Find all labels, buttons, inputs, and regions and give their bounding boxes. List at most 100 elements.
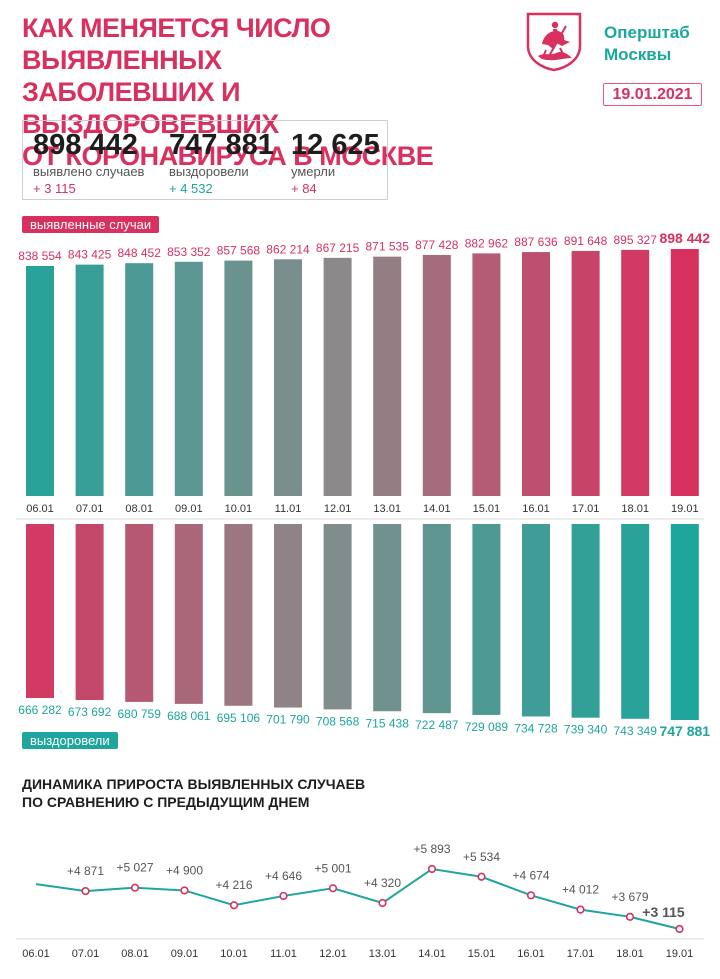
stat-recovered-value: 747 881: [169, 129, 274, 161]
recovered-value-label: 688 061: [167, 709, 211, 723]
brand-line-1: Оперштаб: [604, 23, 690, 42]
cases-date-label: 11.01: [275, 503, 302, 515]
cases-date-label: 18.01: [621, 503, 649, 515]
cases-date-label: 14.01: [423, 503, 451, 515]
growth-value-label: +4 012: [562, 883, 599, 897]
title-line-1: КАК МЕНЯЕТСЯ ЧИСЛО ВЫЯВЛЕННЫХ: [22, 13, 331, 75]
moscow-coat-of-arms-icon: [526, 12, 582, 72]
growth-value-label: +4 871: [67, 864, 104, 878]
cases-bar: [75, 264, 104, 496]
cases-bar: [26, 266, 54, 496]
cases-bar: [274, 259, 302, 496]
cases-value-label: 843 425: [68, 248, 112, 262]
growth-date-label: 13.01: [369, 948, 397, 960]
recovered-bar: [373, 524, 402, 712]
cases-bar: [373, 256, 402, 496]
growth-point: [477, 872, 486, 881]
cases-value-label: 857 568: [217, 244, 261, 258]
cases-value-label: 882 962: [465, 236, 509, 250]
cases-bar: [621, 249, 650, 496]
growth-value-label: +4 216: [215, 878, 252, 892]
recovered-value-label: 739 340: [564, 723, 608, 737]
cases-date-label: 10.01: [225, 503, 253, 515]
cases-date-label: 12.01: [324, 503, 352, 515]
stat-cases-delta: + 3 115: [33, 181, 76, 196]
recovered-bar: [571, 524, 600, 718]
recovered-chart-label: выздоровели: [22, 732, 118, 749]
growth-value-label: +4 646: [265, 869, 302, 883]
recovered-bar: [472, 524, 501, 715]
recovered-value-label: 722 487: [415, 718, 459, 732]
brand-name: Оперштаб Москвы: [604, 22, 690, 66]
growth-point: [427, 864, 437, 874]
cases-date-label: 07.01: [76, 503, 104, 515]
stat-cases: 898 442 выявлено случаев + 3 115: [33, 129, 144, 196]
cases-value-label: 848 452: [118, 246, 162, 260]
cases-value-label: 838 554: [18, 249, 62, 263]
cases-date-label: 16.01: [522, 503, 550, 515]
growth-date-label: 11.01: [270, 948, 297, 960]
growth-title-line-2: ПО СРАВНЕНИЮ С ПРЕДЫДУЩИМ ДНЕМ: [22, 794, 310, 810]
stat-deaths-value: 12 625: [291, 129, 380, 161]
stat-recovered-delta: + 4 532: [169, 181, 213, 196]
growth-value-label: +5 893: [413, 842, 450, 856]
growth-value-label: +5 534: [463, 850, 500, 864]
growth-date-label: 07.01: [72, 948, 100, 960]
cases-date-label: 13.01: [373, 503, 401, 515]
recovered-bar: [125, 524, 154, 702]
cases-chart-label: выявленные случаи: [22, 216, 160, 233]
recovered-value-label: 695 106: [217, 711, 261, 725]
growth-title-line-1: ДИНАМИКА ПРИРОСТА ВЫЯВЛЕННЫХ СЛУЧАЕВ: [22, 776, 366, 792]
growth-point: [81, 886, 90, 896]
recovered-bar: [274, 524, 302, 708]
recovered-value-label: 729 089: [465, 720, 509, 734]
growth-point: [625, 912, 635, 921]
growth-point: [279, 891, 288, 901]
title-line-3: ОТ КОРОНАВИРУСА В МОСКВЕ: [22, 141, 434, 171]
page-title: КАК МЕНЯЕТСЯ ЧИСЛО ВЫЯВЛЕННЫХ ЗАБОЛЕВШИХ…: [22, 12, 442, 172]
recovered-value-label: 734 728: [514, 721, 558, 735]
growth-date-label: 10.01: [220, 948, 248, 960]
cases-value-label: 891 648: [564, 234, 608, 248]
recovered-bar: [224, 524, 253, 706]
recovered-bar: [323, 524, 352, 710]
growth-value-label: +5 027: [116, 861, 153, 875]
recovered-bar: [621, 524, 650, 719]
cases-date-label: 09.01: [175, 503, 203, 515]
stats-box: 898 442 выявлено случаев + 3 115 747 881…: [22, 120, 388, 200]
cases-value-label: 877 428: [415, 238, 459, 252]
recovered-value-label: 673 692: [68, 705, 112, 719]
cases-bar: [522, 252, 550, 496]
cases-bar: [125, 263, 154, 496]
cases-date-label: 06.01: [26, 503, 54, 515]
growth-line: [35, 867, 680, 930]
growth-value-label: +3 115: [642, 904, 685, 920]
recovered-value-label: 666 282: [18, 703, 62, 717]
growth-point: [675, 924, 684, 934]
growth-value-label: +4 900: [166, 863, 203, 877]
growth-date-label: 16.01: [517, 948, 545, 960]
recovered-value-label: 747 881: [659, 723, 710, 739]
growth-date-label: 15.01: [468, 948, 496, 960]
growth-date-label: 09.01: [171, 948, 199, 960]
recovered-value-label: 743 349: [614, 724, 658, 738]
recovered-bar: [422, 524, 451, 714]
cases-bar: [472, 253, 501, 496]
cases-recovered-bar-charts: 838 554 06.01 843 425 07.01 848 452 08.01 853 …: [16, 230, 710, 739]
growth-point: [229, 901, 239, 910]
date-badge: 19.01.2021: [603, 83, 702, 106]
growth-point: [576, 905, 585, 914]
stat-recovered: 747 881 выздоровели + 4 532: [169, 129, 274, 196]
stat-cases-value: 898 442: [33, 129, 138, 161]
cases-value-label: 895 327: [614, 233, 658, 247]
recovered-value-label: 715 438: [366, 716, 410, 730]
stat-cases-label: выявлено случаев: [33, 164, 145, 179]
recovered-bar: [26, 524, 54, 698]
recovered-bar: [174, 524, 203, 704]
growth-value-label: +5 001: [314, 861, 351, 875]
stat-recovered-label: выздоровели: [169, 164, 249, 179]
cases-value-label: 898 442: [659, 230, 710, 246]
title-line-2: ЗАБОЛЕВШИХ И ВЫЗДОРОВЕВШИХ: [22, 77, 279, 139]
recovered-bar: [75, 524, 104, 700]
cases-bar: [422, 254, 451, 496]
